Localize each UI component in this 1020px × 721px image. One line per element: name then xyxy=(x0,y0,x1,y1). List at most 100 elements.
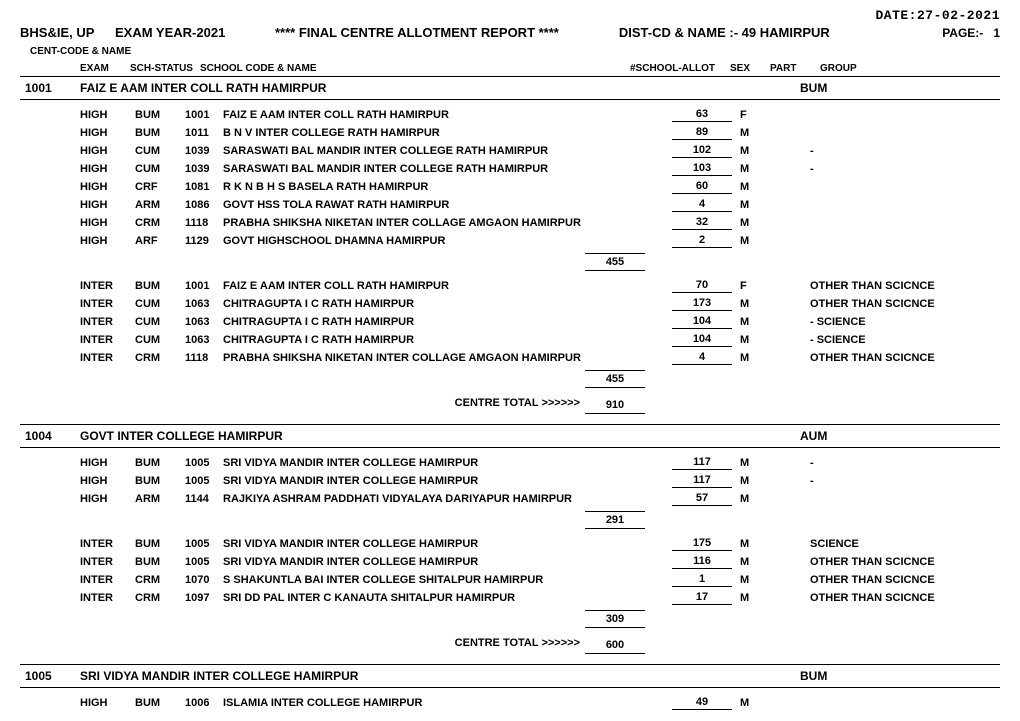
row-exam: HIGH xyxy=(80,181,135,193)
allot-row: INTERCRM1070S SHAKUNTLA BAI INTER COLLEG… xyxy=(20,571,1000,589)
row-school-code: 1118 xyxy=(185,217,223,229)
row-group: OTHER THAN SCICNCE xyxy=(810,574,1000,586)
row-sex: M xyxy=(740,235,780,247)
section-subtotal: 291 xyxy=(20,508,1000,535)
row-school-name: ISLAMIA INTER COLLEGE HAMIRPUR xyxy=(223,697,672,709)
date-value: 27-02-2021 xyxy=(917,8,1000,23)
row-sex: M xyxy=(740,457,780,469)
centre-code: 1004 xyxy=(20,429,80,443)
row-school-name: SRI VIDYA MANDIR INTER COLLEGE HAMIRPUR xyxy=(223,475,672,487)
row-school-code: 1005 xyxy=(185,475,223,487)
row-sch-status: BUM xyxy=(135,109,185,121)
row-sch-status: BUM xyxy=(135,127,185,139)
row-group: - xyxy=(810,163,1000,175)
allot-row: HIGHBUM1011B N V INTER COLLEGE RATH HAMI… xyxy=(20,124,1000,142)
date-label: DATE: xyxy=(875,8,917,23)
centre-header: 1004GOVT INTER COLLEGE HAMIRPURAUM xyxy=(20,424,1000,448)
row-sex: M xyxy=(740,574,780,586)
centre-group: BUM xyxy=(792,669,1000,683)
row-sch-status: CUM xyxy=(135,298,185,310)
allot-row: HIGHBUM1005SRI VIDYA MANDIR INTER COLLEG… xyxy=(20,454,1000,472)
row-group: - SCIENCE xyxy=(810,334,1000,346)
row-allot: 63 xyxy=(672,108,732,122)
row-exam: INTER xyxy=(80,592,135,604)
row-school-code: 1086 xyxy=(185,199,223,211)
row-sch-status: ARM xyxy=(135,493,185,505)
allot-row: INTERBUM1005SRI VIDYA MANDIR INTER COLLE… xyxy=(20,535,1000,553)
row-sch-status: CRF xyxy=(135,181,185,193)
col-group: GROUP xyxy=(820,63,1000,74)
allot-row: INTERCRM1118PRABHA SHIKSHA NIKETAN INTER… xyxy=(20,349,1000,367)
row-exam: HIGH xyxy=(80,217,135,229)
subtotal-value: 455 xyxy=(585,253,645,271)
row-group: SCIENCE xyxy=(810,538,1000,550)
row-sch-status: BUM xyxy=(135,457,185,469)
row-sex: M xyxy=(740,127,780,139)
row-sex: M xyxy=(740,217,780,229)
row-school-code: 1063 xyxy=(185,316,223,328)
row-school-name: GOVT HSS TOLA RAWAT RATH HAMIRPUR xyxy=(223,199,672,211)
row-school-code: 1144 xyxy=(185,493,223,505)
allot-row: HIGHCUM1039SARASWATI BAL MANDIR INTER CO… xyxy=(20,160,1000,178)
row-group: OTHER THAN SCICNCE xyxy=(810,298,1000,310)
centre-total-value: 910 xyxy=(585,397,645,414)
row-sch-status: CUM xyxy=(135,163,185,175)
subtotal-value: 455 xyxy=(585,370,645,388)
centre-code: 1001 xyxy=(20,81,80,95)
row-allot: 173 xyxy=(672,297,732,311)
row-exam: INTER xyxy=(80,298,135,310)
row-sex: M xyxy=(740,493,780,505)
row-exam: HIGH xyxy=(80,475,135,487)
row-exam: INTER xyxy=(80,574,135,586)
row-school-code: 1081 xyxy=(185,181,223,193)
row-allot: 104 xyxy=(672,315,732,329)
row-exam: HIGH xyxy=(80,697,135,709)
row-sch-status: BUM xyxy=(135,556,185,568)
row-school-name: S SHAKUNTLA BAI INTER COLLEGE SHITALPUR … xyxy=(223,574,672,586)
row-group: - xyxy=(810,475,1000,487)
allot-row: INTERCUM1063CHITRAGUPTA I C RATH HAMIRPU… xyxy=(20,295,1000,313)
row-sex: M xyxy=(740,145,780,157)
row-sex: M xyxy=(740,298,780,310)
row-school-name: PRABHA SHIKSHA NIKETAN INTER COLLAGE AMG… xyxy=(223,352,672,364)
allot-row: HIGHARM1144RAJKIYA ASHRAM PADDHATI VIDYA… xyxy=(20,490,1000,508)
row-exam: HIGH xyxy=(80,145,135,157)
row-school-code: 1063 xyxy=(185,334,223,346)
row-allot: 70 xyxy=(672,279,732,293)
row-exam: INTER xyxy=(80,334,135,346)
row-sex: M xyxy=(740,475,780,487)
row-school-name: RAJKIYA ASHRAM PADDHATI VIDYALAYA DARIYA… xyxy=(223,493,672,505)
row-school-code: 1005 xyxy=(185,556,223,568)
section-subtotal: 455 xyxy=(20,367,1000,394)
district-label: DIST-CD & NAME :- 49 HAMIRPUR xyxy=(619,25,830,40)
row-school-name: CHITRAGUPTA I C RATH HAMIRPUR xyxy=(223,298,672,310)
row-exam: INTER xyxy=(80,538,135,550)
row-exam: HIGH xyxy=(80,493,135,505)
row-group: OTHER THAN SCICNCE xyxy=(810,592,1000,604)
row-exam: INTER xyxy=(80,352,135,364)
row-sch-status: BUM xyxy=(135,475,185,487)
row-allot: 49 xyxy=(672,696,732,710)
row-allot: 32 xyxy=(672,216,732,230)
row-school-code: 1039 xyxy=(185,145,223,157)
allot-row: HIGHCRF1081R K N B H S BASELA RATH HAMIR… xyxy=(20,178,1000,196)
row-school-code: 1097 xyxy=(185,592,223,604)
row-allot: 102 xyxy=(672,144,732,158)
row-school-code: 1070 xyxy=(185,574,223,586)
row-sch-status: CUM xyxy=(135,334,185,346)
row-exam: HIGH xyxy=(80,457,135,469)
centre-total-value: 600 xyxy=(585,637,645,654)
row-exam: HIGH xyxy=(80,109,135,121)
row-allot: 117 xyxy=(672,456,732,470)
centre-header: 1005SRI VIDYA MANDIR INTER COLLEGE HAMIR… xyxy=(20,664,1000,688)
allot-row: HIGHBUM1006ISLAMIA INTER COLLEGE HAMIRPU… xyxy=(20,694,1000,712)
col-school: SCHOOL CODE & NAME xyxy=(200,63,630,74)
col-exam: EXAM xyxy=(80,63,130,74)
row-group: OTHER THAN SCICNCE xyxy=(810,556,1000,568)
row-group: - xyxy=(810,145,1000,157)
row-school-name: CHITRAGUPTA I C RATH HAMIRPUR xyxy=(223,334,672,346)
row-sex: M xyxy=(740,334,780,346)
row-school-name: SRI DD PAL INTER C KANAUTA SHITALPUR HAM… xyxy=(223,592,672,604)
row-sex: M xyxy=(740,697,780,709)
row-sch-status: CRM xyxy=(135,217,185,229)
